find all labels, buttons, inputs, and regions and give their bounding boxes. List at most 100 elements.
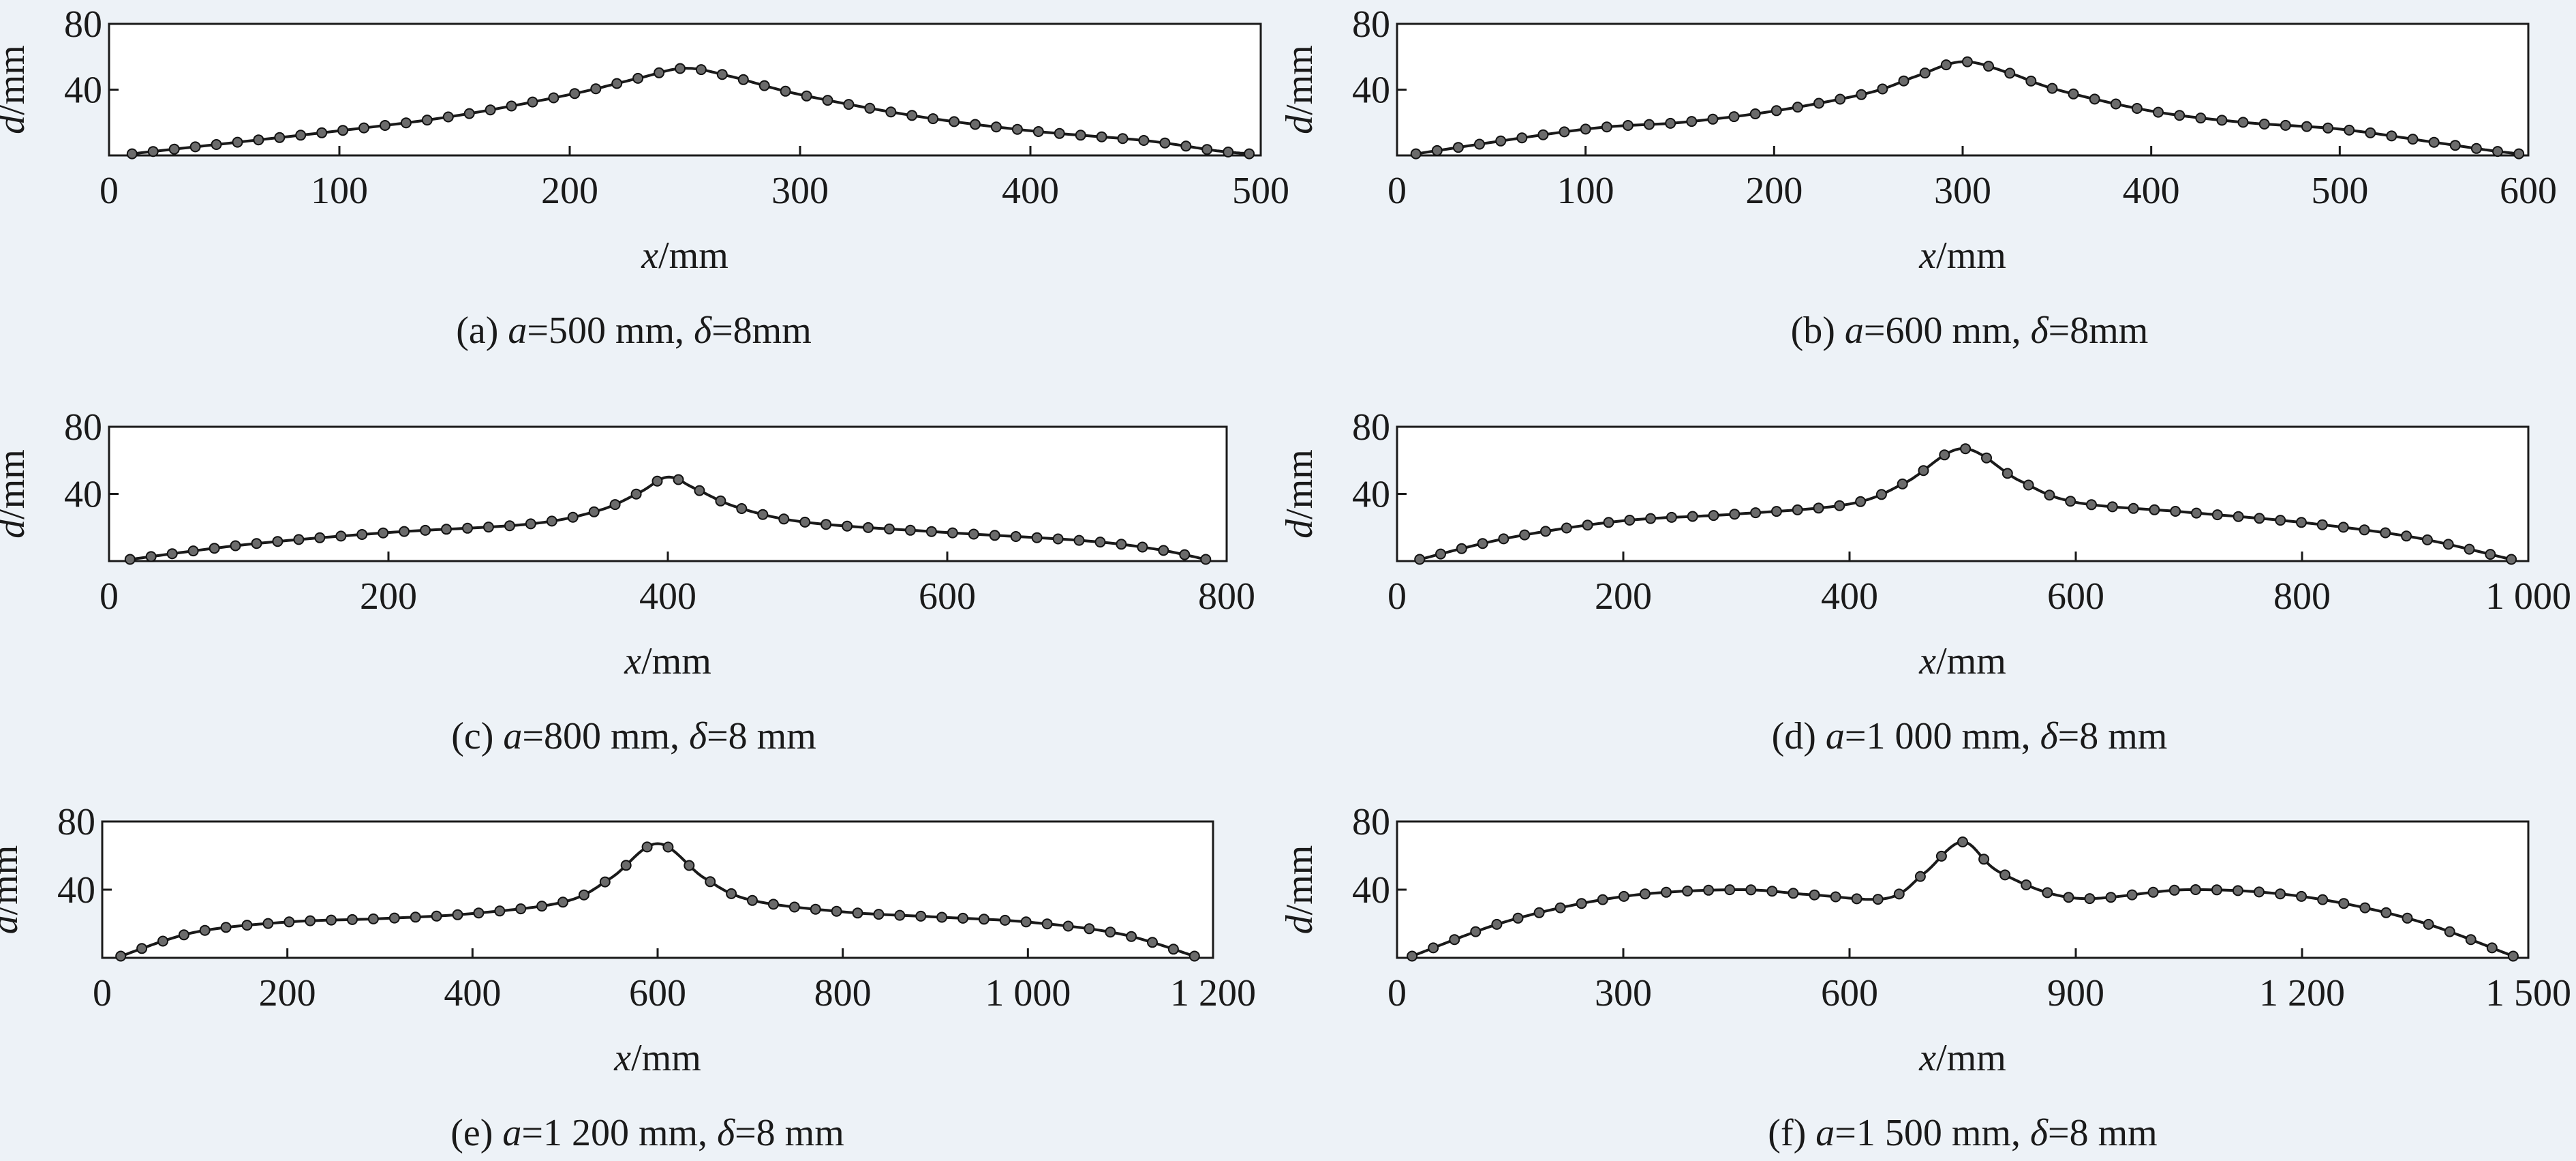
data-point-marker (1682, 886, 1693, 896)
x-tick-label: 600 (629, 972, 686, 1014)
data-point-marker (1179, 549, 1191, 560)
caption-part: /mm (1278, 449, 1321, 519)
data-point-marker (1645, 513, 1657, 524)
data-point-marker (1075, 130, 1086, 141)
data-point-marker (546, 515, 557, 527)
data-point-marker (295, 130, 307, 141)
data-point-marker (506, 100, 517, 112)
data-point-marker (1728, 111, 1740, 123)
data-point-marker (2131, 103, 2143, 114)
data-point-marker (1011, 123, 1023, 135)
data-point-marker (1644, 119, 1655, 130)
data-point-marker (2485, 549, 2496, 560)
x-tick-label: 400 (2123, 170, 2180, 212)
x-tick-label: 0 (1387, 972, 1407, 1014)
data-point-marker (630, 488, 642, 500)
caption-part: =8mm (711, 310, 812, 352)
data-point-marker (2233, 511, 2244, 522)
panel-caption: (e) a=1 200 mm, δ=8 mm (450, 1112, 844, 1154)
data-point-marker (694, 485, 705, 496)
data-point-marker (2296, 890, 2307, 902)
data-point-marker (220, 922, 232, 933)
data-point-marker (747, 894, 758, 906)
data-point-marker (1665, 117, 1676, 129)
data-point-marker (799, 516, 811, 528)
data-point-marker (904, 524, 916, 536)
data-point-marker (431, 910, 442, 922)
data-point-marker (641, 841, 653, 853)
data-point-marker (1770, 105, 1782, 117)
x-tick-label: 900 (2047, 972, 2104, 1014)
caption-part: x (613, 1037, 631, 1079)
caption-part: d (0, 115, 33, 134)
data-point-marker (705, 876, 716, 888)
data-point-marker (1898, 75, 1910, 87)
data-point-marker (915, 910, 927, 922)
data-point-marker (1410, 148, 1422, 160)
data-point-marker (864, 102, 876, 114)
data-point-marker (590, 83, 602, 95)
x-tick-label: 400 (444, 972, 501, 1014)
data-point-marker (978, 914, 990, 925)
data-point-marker (1540, 526, 1551, 537)
data-point-marker (494, 905, 506, 917)
data-point-marker (1180, 140, 1192, 152)
data-point-marker (1661, 886, 1672, 898)
caption-part: /mm (658, 235, 729, 277)
data-point-marker (2153, 106, 2164, 118)
data-point-marker (251, 538, 262, 549)
data-point-marker (1624, 515, 1636, 526)
x-tick-label: 100 (1557, 170, 1614, 212)
caption-part: /mm (0, 449, 33, 519)
data-point-marker (1666, 511, 1677, 523)
data-point-marker (1512, 912, 1524, 924)
data-point-marker (2275, 888, 2286, 900)
data-point-marker (2025, 75, 2037, 87)
data-point-marker (115, 950, 127, 962)
y-axis-label: d/mm (0, 449, 33, 539)
data-point-marker (1999, 869, 2011, 881)
data-point-marker (2170, 506, 2181, 517)
data-point-marker (737, 74, 749, 85)
data-point-marker (2068, 88, 2079, 100)
caption-part: (b) (1791, 310, 1845, 352)
data-point-marker (2191, 507, 2202, 519)
data-point-marker (2470, 142, 2482, 154)
data-point-marker (1745, 884, 1757, 896)
data-point-marker (1052, 533, 1064, 545)
y-axis-label: d/mm (0, 845, 26, 935)
data-point-marker (1639, 888, 1651, 900)
y-tick-label: 80 (64, 3, 102, 46)
data-point-marker (515, 903, 527, 915)
data-point-marker (463, 108, 475, 119)
data-point-marker (410, 911, 421, 923)
caption-part: δ (717, 1112, 735, 1154)
caption-part: δ (2031, 310, 2049, 352)
data-point-marker (2359, 524, 2370, 536)
data-point-marker (1138, 135, 1150, 146)
x-tick-label: 0 (99, 170, 119, 212)
data-point-marker (957, 912, 968, 924)
data-point-marker (1724, 884, 1736, 896)
x-tick-label: 600 (1821, 972, 1878, 1014)
caption-part: =8 mm (2048, 1112, 2158, 1154)
caption-part: δ (2040, 715, 2059, 757)
data-point-marker (894, 909, 906, 921)
data-point-marker (2128, 502, 2139, 514)
data-point-marker (2086, 499, 2097, 511)
data-point-marker (1983, 61, 1994, 72)
data-point-marker (1603, 517, 1614, 528)
data-point-marker (241, 920, 253, 931)
data-point-marker (2004, 67, 2016, 79)
data-point-marker (2105, 892, 2117, 903)
y-axis-label: d/mm (1278, 845, 1321, 935)
data-point-marker (1105, 926, 1116, 938)
x-tick-label: 1 500 (2485, 972, 2571, 1014)
y-tick-label: 40 (1352, 70, 1390, 112)
data-point-marker (1452, 142, 1464, 153)
data-point-marker (2301, 121, 2312, 132)
y-tick-label: 80 (57, 801, 95, 843)
data-point-marker (1792, 102, 1803, 113)
